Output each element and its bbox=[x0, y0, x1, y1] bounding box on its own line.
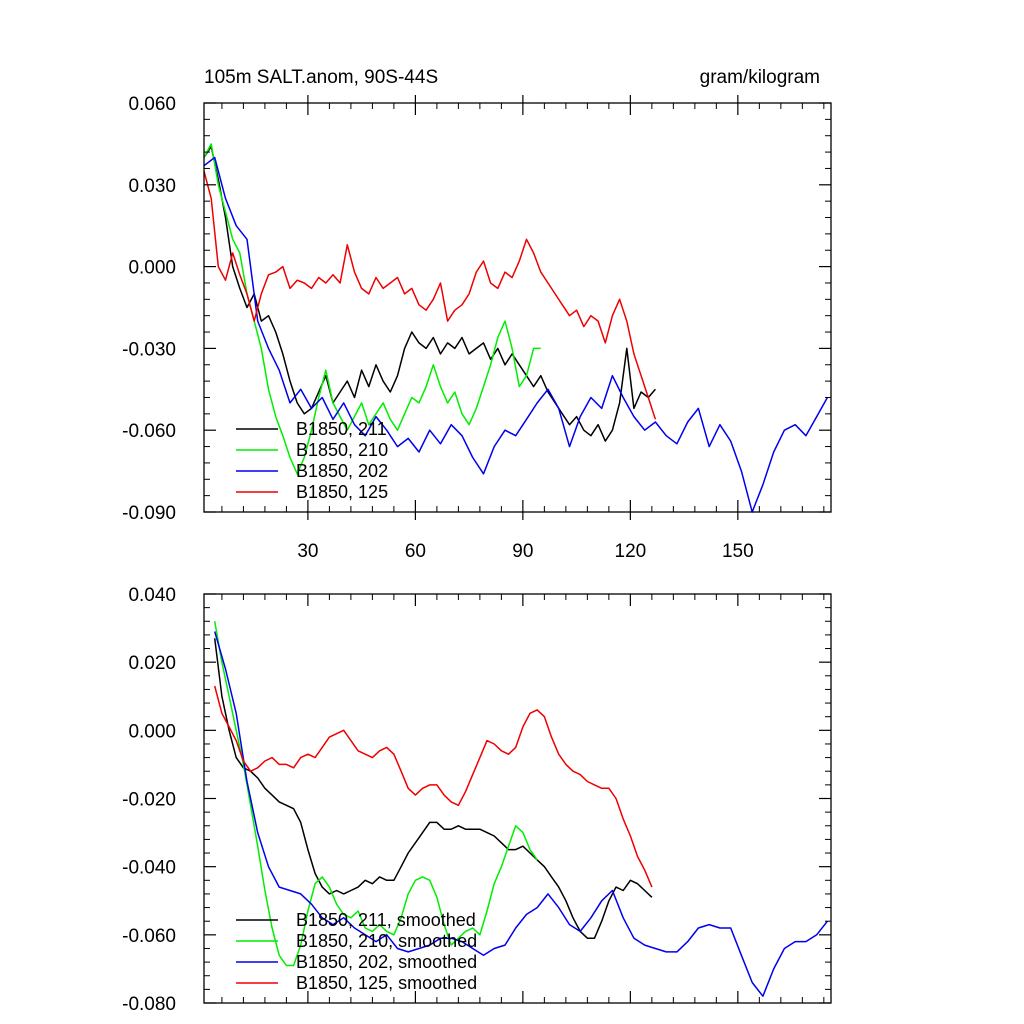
y-tick-label: 0.060 bbox=[128, 94, 176, 115]
series-line-2 bbox=[213, 631, 828, 997]
legend-label: B1850, 125, smoothed bbox=[296, 973, 477, 993]
y-tick-label: -0.060 bbox=[122, 421, 176, 442]
y-tick-label: 0.030 bbox=[128, 176, 176, 197]
y-tick-label: -0.090 bbox=[122, 503, 176, 524]
y-tick-label: -0.020 bbox=[122, 790, 176, 811]
chart-title-left: 105m SALT.anom, 90S-44S bbox=[204, 67, 438, 88]
legend-label: B1850, 210, smoothed bbox=[296, 931, 477, 951]
legend-label: B1850, 210 bbox=[296, 440, 388, 460]
y-tick-label: 0.040 bbox=[128, 585, 176, 606]
series-line-1 bbox=[203, 143, 541, 475]
x-tick-label: 30 bbox=[297, 541, 318, 562]
x-tick-label: 120 bbox=[615, 541, 647, 562]
y-tick-label: -0.080 bbox=[122, 994, 176, 1015]
series-line-0 bbox=[213, 638, 653, 939]
plot-frame bbox=[203, 102, 832, 513]
y-tick-label: 0.020 bbox=[128, 653, 176, 674]
x-tick-label: 150 bbox=[722, 541, 754, 562]
y-tick-label: 0.000 bbox=[128, 258, 176, 279]
x-tick-label: 90 bbox=[512, 541, 533, 562]
legend-label: B1850, 202, smoothed bbox=[296, 952, 477, 972]
raw-panel: 105m SALT.anom, 90S-44S gram/kilogram B1… bbox=[122, 67, 832, 562]
legend-label: B1850, 202 bbox=[296, 461, 388, 481]
series-line-2 bbox=[203, 156, 829, 513]
y-tick-label: -0.030 bbox=[122, 339, 176, 360]
y-tick-label: 0.000 bbox=[128, 721, 176, 742]
series-line-0 bbox=[203, 145, 656, 442]
series-line-1 bbox=[213, 621, 538, 967]
y-tick-label: -0.060 bbox=[122, 926, 176, 947]
chart-title-right: gram/kilogram bbox=[700, 67, 820, 88]
y-tick-label: -0.040 bbox=[122, 858, 176, 879]
series-line-3 bbox=[213, 685, 653, 888]
legend-label: B1850, 211 bbox=[296, 419, 387, 439]
series-line-3 bbox=[203, 171, 657, 420]
legend-label: B1850, 125 bbox=[296, 482, 388, 502]
x-tick-label: 60 bbox=[405, 541, 426, 562]
legend-label: B1850, 211, smoothed bbox=[296, 910, 476, 930]
